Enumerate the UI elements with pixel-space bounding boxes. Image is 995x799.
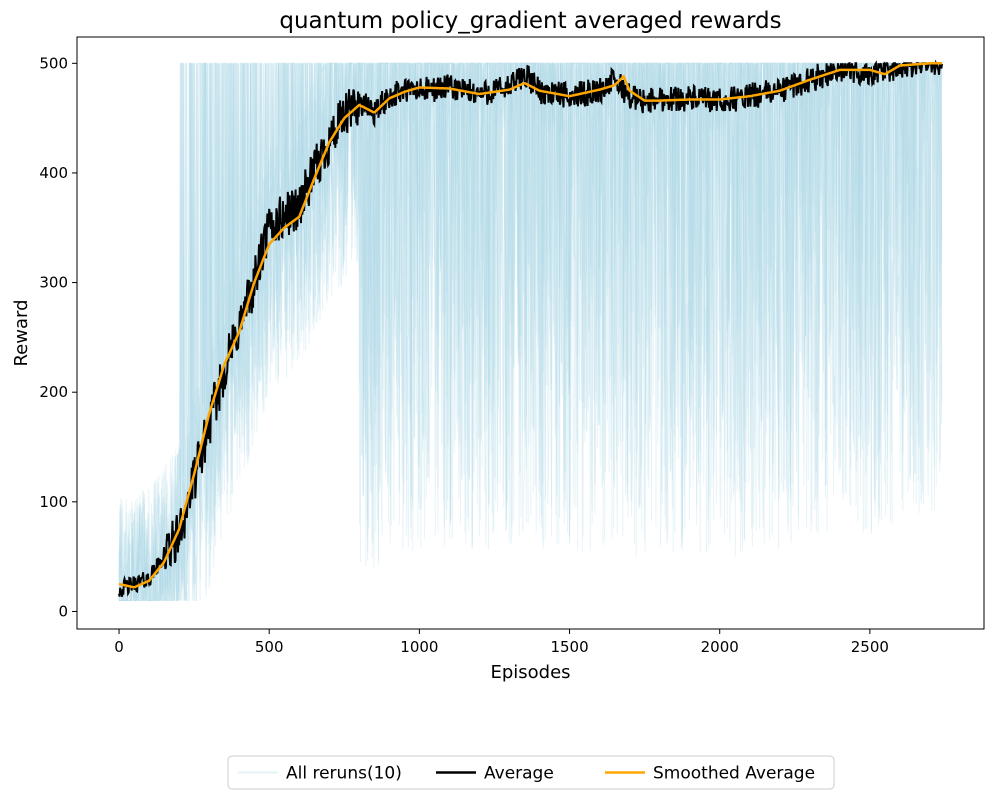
legend-box: [227, 755, 835, 790]
x-tick-label: 0: [114, 638, 124, 656]
x-tick-label: 2500: [851, 638, 889, 656]
legend-label-smoothed: Smoothed Average: [653, 764, 815, 784]
legend: All reruns(10) Average Smoothed Average: [227, 755, 835, 790]
legend-label-reruns: All reruns(10): [286, 764, 402, 784]
y-axis-label: Reward: [11, 299, 32, 366]
smoothed-layer: [118, 62, 942, 589]
y-tick-label: 300: [39, 274, 68, 292]
y-tick-label: 400: [39, 164, 68, 182]
average-line: [118, 59, 943, 597]
y-tick-label: 200: [39, 383, 68, 401]
legend-label-average: Average: [484, 764, 554, 784]
y-tick-label: 100: [39, 493, 68, 511]
rerun-line: [119, 62, 943, 601]
x-tick-label: 1000: [400, 638, 438, 656]
rerun-line: [118, 61, 943, 601]
x-axis: 0 500 1000 1500 2000 2500: [114, 629, 889, 656]
x-tick-label: 2000: [701, 638, 739, 656]
rerun-line: [119, 61, 942, 601]
average-layer: [118, 59, 943, 597]
y-tick-label: 0: [58, 602, 68, 620]
rerun-line: [118, 62, 943, 601]
rerun-line: [118, 62, 942, 601]
smoothed-average-line: [118, 62, 942, 589]
chart-title: quantum policy_gradient averaged rewards: [279, 8, 781, 34]
plot-frame: [76, 36, 985, 630]
rerun-line: [119, 62, 943, 601]
y-axis: 0 100 200 300 400 500: [39, 54, 77, 620]
x-tick-label: 500: [255, 638, 284, 656]
rerun-line: [119, 62, 943, 601]
x-tick-label: 1500: [550, 638, 588, 656]
rerun-line: [118, 62, 942, 601]
y-tick-label: 500: [39, 54, 68, 72]
rerun-line: [119, 61, 943, 601]
x-axis-label: Episodes: [490, 662, 570, 683]
reruns-layer: [118, 61, 943, 603]
